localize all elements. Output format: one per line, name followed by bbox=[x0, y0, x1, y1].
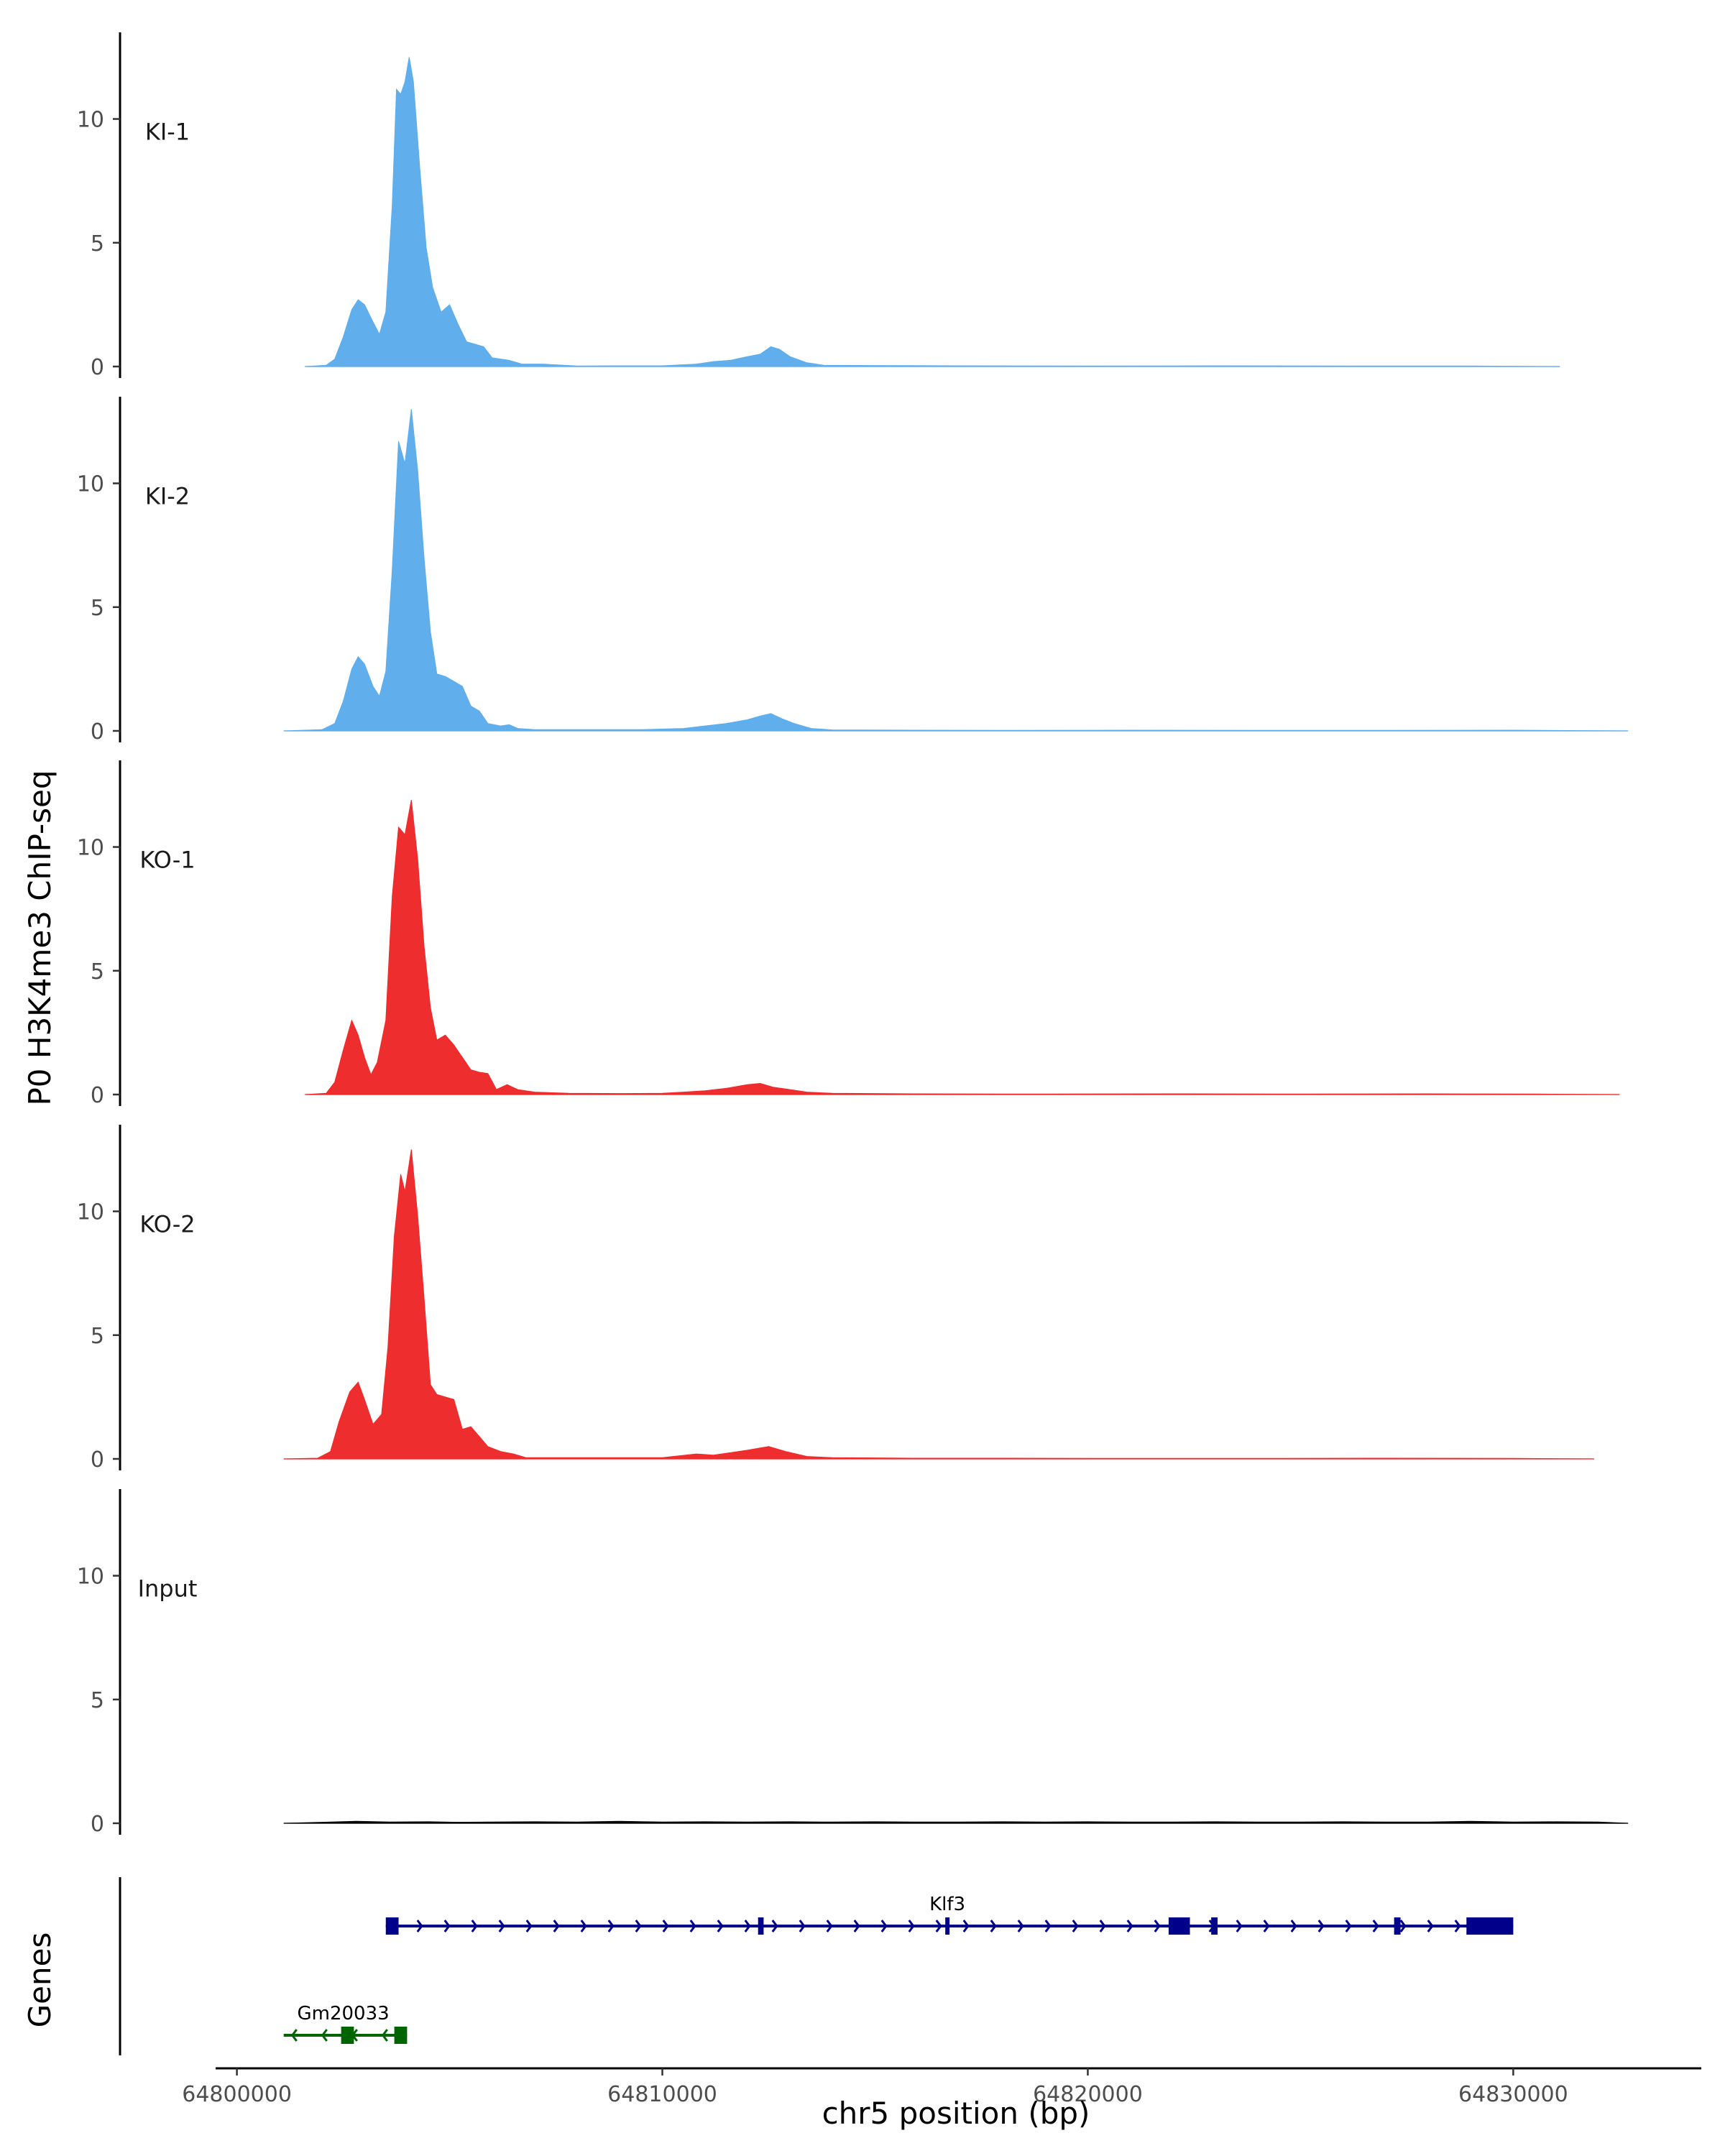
genes-axis-title: Genes bbox=[22, 1932, 58, 2028]
strand-arrow bbox=[290, 2029, 298, 2042]
coverage-area-ki-1 bbox=[305, 57, 1560, 367]
y-tick-label: 0 bbox=[91, 1447, 104, 1473]
strand-arrow bbox=[607, 1920, 615, 1932]
strand-arrow bbox=[1017, 1920, 1024, 1932]
strand-arrow bbox=[321, 2029, 328, 2042]
strand-arrow bbox=[962, 1920, 970, 1932]
strand-arrow bbox=[880, 1920, 888, 1932]
exon-block bbox=[1211, 1917, 1218, 1935]
exon-block bbox=[394, 2027, 408, 2044]
track-ko-2 bbox=[283, 1149, 1594, 1460]
exon-block bbox=[945, 1917, 950, 1935]
exon-block bbox=[385, 1917, 399, 1935]
coverage-area-ko-1 bbox=[305, 800, 1620, 1095]
track-label: KI-2 bbox=[145, 483, 190, 510]
strand-arrow bbox=[443, 1920, 451, 1932]
exon-block bbox=[341, 2027, 354, 2044]
strand-arrow bbox=[1154, 1920, 1161, 1932]
strand-arrow bbox=[1372, 1920, 1379, 1932]
strand-arrow bbox=[1454, 1920, 1461, 1932]
strand-arrow bbox=[717, 1920, 724, 1932]
x-tick-label: 64800000 bbox=[182, 2082, 292, 2107]
strand-arrow bbox=[635, 1920, 642, 1932]
y-tick-label: 10 bbox=[77, 1565, 104, 1590]
strand-arrow bbox=[744, 1920, 751, 1932]
genes-layer: Klf3 Gm20033 bbox=[283, 1894, 1514, 2044]
strand-arrow bbox=[1263, 1920, 1270, 1932]
track-ko-1 bbox=[305, 800, 1620, 1095]
strand-arrow bbox=[580, 1920, 587, 1932]
x-tick-label: 64830000 bbox=[1458, 2082, 1568, 2107]
y-tick-label: 0 bbox=[91, 1083, 104, 1108]
strand-arrow bbox=[1317, 1920, 1325, 1932]
strand-arrow bbox=[1126, 1920, 1133, 1932]
exon-block bbox=[1394, 1917, 1401, 1935]
coverage-area-ki-2 bbox=[283, 409, 1629, 732]
y-tick-label: 10 bbox=[77, 1200, 104, 1225]
strand-arrow bbox=[1044, 1920, 1052, 1932]
track-ki-2 bbox=[283, 409, 1629, 732]
y-tick-label: 5 bbox=[91, 231, 104, 257]
strand-arrow bbox=[1236, 1920, 1243, 1932]
track-label: KI-1 bbox=[145, 119, 190, 146]
coverage-area-ko-2 bbox=[283, 1149, 1594, 1460]
track-input bbox=[283, 1820, 1629, 1824]
y-tick-label: 5 bbox=[91, 1324, 104, 1349]
x-tick-label: 64820000 bbox=[1033, 2082, 1143, 2107]
strand-arrow bbox=[498, 1920, 505, 1932]
exon-block bbox=[1168, 1917, 1190, 1935]
strand-arrow bbox=[853, 1920, 860, 1932]
strand-arrow bbox=[1399, 1920, 1407, 1932]
track-ki-1 bbox=[305, 57, 1560, 367]
x-tick-label: 64810000 bbox=[607, 2082, 717, 2107]
strand-arrow bbox=[935, 1920, 942, 1932]
exon-block bbox=[1466, 1917, 1514, 1935]
strand-arrow bbox=[381, 2029, 388, 2042]
track-label: KO-2 bbox=[139, 1211, 195, 1238]
y-tick-label: 5 bbox=[91, 959, 104, 985]
strand-arrow bbox=[525, 1920, 533, 1932]
strand-arrow bbox=[1290, 1920, 1297, 1932]
strand-arrow bbox=[1345, 1920, 1352, 1932]
strand-arrow bbox=[553, 1920, 560, 1932]
tracks-layer bbox=[283, 57, 1629, 1824]
exon-block bbox=[758, 1917, 764, 1935]
strand-arrow bbox=[799, 1920, 806, 1932]
strand-arrow bbox=[908, 1920, 915, 1932]
track-label: Input bbox=[138, 1575, 198, 1603]
gene-klf3: Klf3 bbox=[385, 1894, 1514, 1935]
y-tick-label: 0 bbox=[91, 1812, 104, 1837]
y-tick-label: 0 bbox=[91, 719, 104, 745]
strand-arrow bbox=[416, 1920, 423, 1932]
strand-arrow bbox=[471, 1920, 478, 1932]
strand-arrow bbox=[990, 1920, 997, 1932]
strand-arrow bbox=[1427, 1920, 1434, 1932]
track-label: KO-1 bbox=[139, 847, 195, 874]
y-tick-label: 10 bbox=[77, 108, 104, 133]
gene-gm20033: Gm20033 bbox=[283, 2003, 408, 2044]
coverage-area-input bbox=[283, 1820, 1629, 1824]
y-axis-title: P0 H3K4me3 ChIP-seq bbox=[22, 770, 58, 1105]
y-tick-label: 5 bbox=[91, 1688, 104, 1713]
gene-label: Klf3 bbox=[929, 1894, 965, 1915]
gene-label: Gm20033 bbox=[297, 2003, 389, 2024]
y-tick-label: 0 bbox=[91, 355, 104, 380]
strand-arrow bbox=[1072, 1920, 1079, 1932]
strand-arrow bbox=[662, 1920, 669, 1932]
y-tick-label: 10 bbox=[77, 836, 104, 861]
y-tick-label: 5 bbox=[91, 596, 104, 621]
x-axis-title: chr5 position (bp) bbox=[822, 2096, 1090, 2131]
strand-arrow bbox=[771, 1920, 778, 1932]
strand-arrow bbox=[1099, 1920, 1106, 1932]
y-tick-label: 10 bbox=[77, 472, 104, 497]
strand-arrow bbox=[689, 1920, 696, 1932]
axes-layer: 0 5 10 KI-1 0 5 10 KI-2 0 5 10 KO-1 0 5 10 KO-2 0 5 10 Inpu… bbox=[77, 32, 1701, 2107]
strand-arrow bbox=[826, 1920, 833, 1932]
